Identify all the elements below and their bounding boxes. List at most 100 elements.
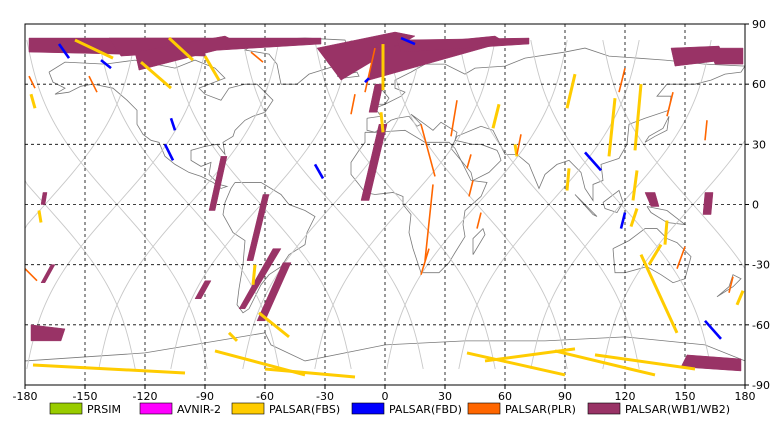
fbd-strip-6 bbox=[364, 77, 370, 84]
plr-strip-17 bbox=[676, 246, 686, 269]
fbs-strip-7 bbox=[258, 311, 290, 339]
wb-swath-9 bbox=[256, 262, 292, 322]
y-tick-label-1: 60 bbox=[752, 78, 766, 91]
legend-label-palsar-fbd: PALSAR(FBD) bbox=[389, 403, 462, 416]
wb-swath-20 bbox=[708, 47, 744, 65]
wb-swath-6 bbox=[368, 83, 384, 113]
fbs-strip-20 bbox=[565, 73, 577, 109]
plr-strip-16 bbox=[704, 120, 708, 141]
legend-swatch-palsar-fbd bbox=[351, 402, 385, 415]
coastline-7 bbox=[644, 116, 670, 143]
wb-swath-13 bbox=[40, 192, 48, 205]
fbs-strip-18 bbox=[513, 144, 519, 157]
coastline-11 bbox=[472, 227, 486, 255]
legend-label-palsar-fbs: PALSAR(FBS) bbox=[269, 403, 340, 416]
wb-swath-15 bbox=[30, 324, 66, 342]
fbs-strip-15 bbox=[594, 353, 696, 371]
plr-strip-18 bbox=[728, 276, 734, 293]
legend-item-palsar-wb: PALSAR(WB1/WB2) bbox=[587, 402, 730, 416]
fbs-strip-0 bbox=[203, 55, 221, 81]
fbs-strip-4 bbox=[29, 93, 37, 109]
x-tick-label-9: 90 bbox=[558, 390, 572, 403]
fbs-strip-22 bbox=[607, 98, 617, 157]
fbd-strip-1 bbox=[100, 59, 112, 70]
y-tick-label-0: 90 bbox=[752, 18, 766, 31]
coastline-2 bbox=[243, 37, 350, 85]
plr-strip-3 bbox=[28, 75, 36, 89]
fbs-strip-1 bbox=[140, 60, 172, 90]
fbs-strip-13 bbox=[466, 351, 566, 377]
x-tick-label-3: -90 bbox=[196, 390, 214, 403]
wb-swath-14 bbox=[40, 264, 56, 283]
x-tick-label-12: 180 bbox=[735, 390, 756, 403]
fbs-strip-23 bbox=[633, 84, 643, 151]
legend-item-palsar-plr: PALSAR(PLR) bbox=[467, 402, 576, 416]
fbs-strip-6 bbox=[251, 264, 257, 285]
wb-swath-18 bbox=[702, 192, 714, 215]
fbs-strip-29 bbox=[735, 290, 745, 306]
coastline-1 bbox=[222, 182, 316, 314]
fbd-strip-3 bbox=[169, 117, 177, 131]
legend-swatch-palsar-wb bbox=[587, 402, 621, 415]
fbs-strip-17 bbox=[379, 112, 385, 133]
plr-strip-2 bbox=[250, 51, 264, 63]
wb-swath-3 bbox=[316, 31, 416, 81]
coastline-5 bbox=[612, 228, 692, 284]
legend-item-prism: PRSIM bbox=[49, 402, 121, 416]
coastline-3 bbox=[350, 129, 488, 274]
plr-strip-7 bbox=[424, 184, 434, 261]
coastline-4 bbox=[366, 47, 746, 202]
fbs-strip-10 bbox=[264, 367, 356, 379]
wb-swath-8 bbox=[246, 194, 270, 261]
x-tick-label-8: 60 bbox=[498, 390, 512, 403]
coastline-0 bbox=[48, 59, 274, 189]
fbd-strip-5 bbox=[400, 36, 416, 46]
wb-swath-17 bbox=[644, 192, 660, 207]
fbs-strip-26 bbox=[639, 254, 679, 334]
x-tick-label-1: -150 bbox=[73, 390, 98, 403]
fbs-strip-21 bbox=[565, 168, 571, 191]
legend-item-palsar-fbs: PALSAR(FBS) bbox=[231, 402, 340, 416]
legend-label-avnir2: AVNIR-2 bbox=[177, 403, 221, 416]
y-tick-label-2: 30 bbox=[752, 138, 766, 151]
y-tick-label-4: -30 bbox=[752, 259, 770, 272]
wb-swath-11 bbox=[238, 248, 282, 310]
fbs-strip-24 bbox=[631, 170, 639, 201]
x-tick-label-2: -120 bbox=[133, 390, 158, 403]
x-tick-label-10: 120 bbox=[615, 390, 636, 403]
plr-strip-15 bbox=[666, 91, 674, 117]
legend-label-prism: PRSIM bbox=[87, 403, 121, 416]
plr-strip-14 bbox=[618, 67, 626, 93]
fbs-strip-3 bbox=[74, 38, 114, 60]
wb-swath-12 bbox=[194, 280, 212, 300]
fbs-strip-8 bbox=[227, 331, 239, 342]
fbs-strip-28 bbox=[647, 243, 663, 266]
legend-swatch-palsar-plr bbox=[467, 402, 501, 415]
x-tick-label-4: -60 bbox=[256, 390, 274, 403]
fbs-strip-5 bbox=[37, 210, 43, 223]
fbs-strip-2 bbox=[167, 36, 195, 62]
y-tick-label-5: -60 bbox=[752, 319, 770, 332]
fbd-strip-2 bbox=[163, 143, 175, 161]
wb-swath-2 bbox=[134, 35, 242, 71]
coastline-9 bbox=[602, 189, 624, 214]
x-tick-label-0: -180 bbox=[13, 390, 38, 403]
wb-swath-7 bbox=[360, 124, 388, 201]
plr-strip-4 bbox=[350, 94, 356, 115]
wb-swath-16 bbox=[680, 354, 742, 372]
legend: PRSIM AVNIR-2 PALSAR(FBS) PALSAR(FBD) PA… bbox=[49, 402, 730, 416]
plr-strip-12 bbox=[476, 212, 482, 229]
fbs-strip-14 bbox=[554, 349, 656, 377]
fbd-strip-7 bbox=[584, 151, 602, 172]
legend-swatch-avnir2 bbox=[139, 402, 173, 415]
x-tick-label-5: -30 bbox=[316, 390, 334, 403]
fbs-strip-11 bbox=[32, 363, 186, 375]
coastline-12 bbox=[716, 274, 742, 298]
plr-strip-0 bbox=[88, 75, 98, 93]
x-tick-label-11: 150 bbox=[675, 390, 696, 403]
plr-strip-9 bbox=[466, 154, 472, 169]
legend-item-palsar-fbd: PALSAR(FBD) bbox=[351, 402, 462, 416]
fbs-strip-27 bbox=[663, 220, 669, 245]
coastline-8 bbox=[574, 194, 598, 217]
